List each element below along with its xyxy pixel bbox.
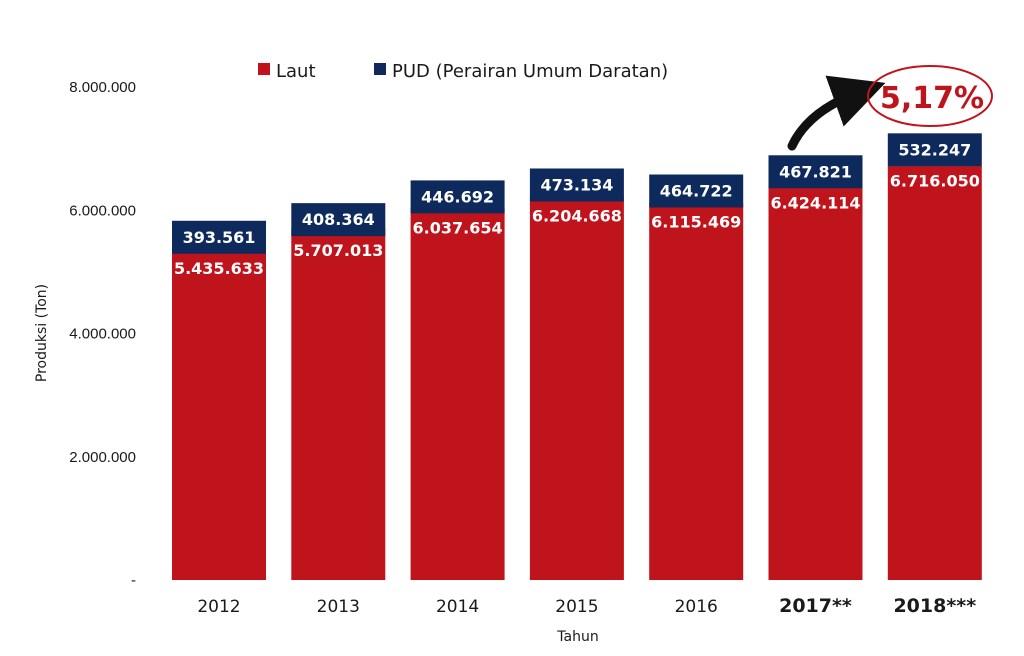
data-label-laut: 6.716.050 [890, 171, 980, 190]
bar-laut [887, 166, 982, 580]
x-axis: 2012 2013 2014 2015 2016 2017** 2018*** [197, 595, 976, 617]
data-label-pud: 408.364 [302, 210, 375, 229]
bar-laut [291, 228, 386, 580]
y-axis-title: Produksi (Ton) [34, 284, 50, 382]
data-label-pud: 446.692 [421, 187, 494, 206]
y-tick-label: 4.000.000 [69, 326, 136, 343]
data-label-laut: 5.707.013 [293, 241, 383, 260]
data-label-laut: 6.204.668 [532, 206, 622, 225]
data-label-pud: 467.821 [779, 162, 852, 181]
bar-pud [887, 133, 982, 167]
y-tick-label: 6.000.000 [69, 202, 136, 219]
x-tick-label: 2016 [675, 597, 718, 617]
bar-laut [172, 245, 266, 580]
y-tick-label: 2.000.000 [69, 449, 136, 466]
x-tick-label: 2015 [555, 597, 598, 617]
bars: 393.561 5.435.633 408.364 5.707.013 446.692 6… [172, 133, 982, 581]
bar-laut [529, 197, 624, 580]
data-label-pud: 473.134 [540, 175, 613, 194]
growth-arrow [787, 75, 886, 151]
bar-pud [172, 220, 266, 254]
legend-swatch-laut [258, 63, 270, 75]
legend: Laut PUD (Perairan Umum Daratan) [258, 61, 668, 82]
data-label-pud: 464.722 [660, 181, 733, 200]
bar-laut [649, 203, 744, 580]
data-label-laut: 6.424.114 [770, 193, 860, 212]
data-label-pud: 393.561 [183, 228, 256, 247]
x-axis-title: Tahun [556, 629, 598, 645]
bar-pud [768, 155, 863, 189]
legend-label-pud: PUD (Perairan Umum Daratan) [392, 61, 668, 82]
growth-ellipse [867, 65, 993, 127]
legend-swatch-pud [374, 63, 386, 75]
growth-annotation: 5,17% [787, 65, 993, 151]
data-label-laut: 5.435.633 [174, 259, 264, 278]
y-axis: - 2.000.000 4.000.000 6.000.000 8.000.000 [69, 79, 136, 589]
x-tick-label: 2017** [779, 595, 852, 617]
bar-pud [410, 180, 505, 214]
x-tick-label: 2014 [436, 597, 479, 617]
bar-laut [768, 184, 863, 581]
bar-pud [649, 174, 744, 208]
growth-percentage: 5,17% [880, 81, 984, 116]
bar-laut [410, 207, 505, 580]
data-label-laut: 6.115.469 [651, 212, 741, 231]
x-tick-label: 2012 [197, 597, 240, 617]
bar-pud [291, 203, 386, 237]
bar-pud [529, 168, 624, 202]
x-tick-label: 2013 [317, 597, 360, 617]
y-tick-label: 8.000.000 [69, 79, 136, 96]
x-tick-label: 2018*** [893, 595, 976, 617]
data-label-laut: 6.037.654 [413, 218, 503, 237]
y-tick-label: - [131, 572, 136, 589]
legend-label-laut: Laut [276, 61, 316, 82]
data-label-pud: 532.247 [898, 140, 971, 159]
